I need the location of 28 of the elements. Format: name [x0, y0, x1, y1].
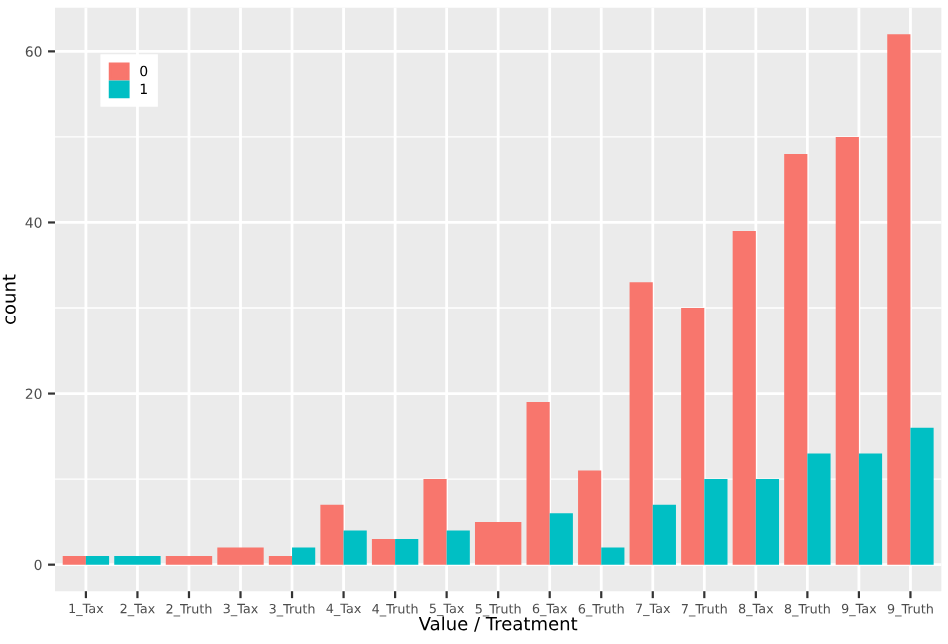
bar	[755, 479, 780, 565]
bar	[732, 231, 756, 565]
bar	[395, 539, 419, 565]
bar	[578, 470, 602, 565]
bar	[807, 453, 831, 565]
bar	[85, 556, 110, 565]
bar	[526, 402, 550, 565]
bar	[910, 427, 934, 565]
x-axis-title: Value / Treatment	[418, 616, 578, 632]
y-axis-title: count	[2, 274, 16, 324]
bar	[446, 530, 470, 565]
bar	[629, 282, 653, 565]
bar	[652, 504, 676, 565]
bar	[320, 504, 344, 565]
bar	[887, 34, 911, 565]
bar	[292, 547, 316, 565]
bar	[423, 479, 447, 565]
bar	[62, 556, 86, 565]
bar	[268, 556, 293, 565]
bar	[601, 547, 625, 565]
bar	[858, 453, 883, 565]
bar	[704, 479, 728, 565]
bar	[343, 530, 367, 565]
bar	[784, 154, 808, 565]
bar	[681, 308, 705, 565]
bar	[549, 513, 573, 565]
bar	[835, 136, 859, 565]
bar	[371, 539, 396, 565]
